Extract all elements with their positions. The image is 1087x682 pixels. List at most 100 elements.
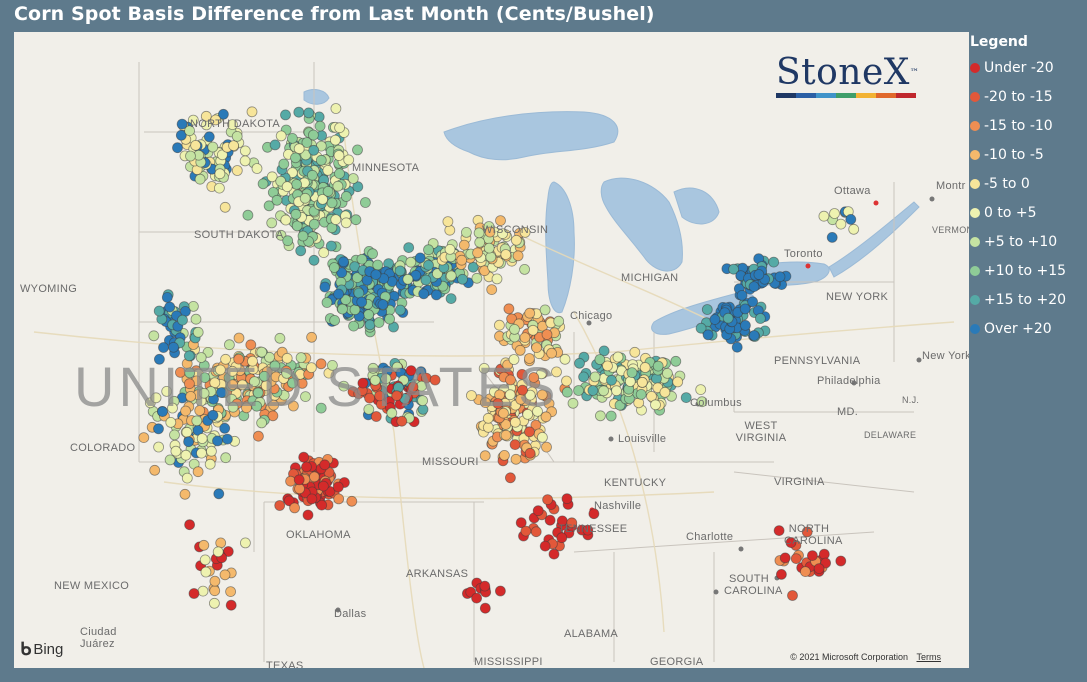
basis-point-marker[interactable] bbox=[183, 436, 195, 448]
basis-point-marker[interactable] bbox=[303, 107, 315, 119]
legend-item[interactable]: +5 to +10 bbox=[970, 227, 1087, 256]
basis-point-marker[interactable] bbox=[332, 180, 344, 192]
basis-point-marker[interactable] bbox=[184, 125, 196, 137]
basis-point-marker[interactable] bbox=[595, 410, 606, 422]
basis-point-marker[interactable] bbox=[181, 472, 193, 484]
basis-point-marker[interactable] bbox=[317, 193, 329, 205]
basis-point-marker[interactable] bbox=[520, 525, 532, 537]
basis-point-marker[interactable] bbox=[333, 150, 345, 161]
legend-item[interactable]: Over +20 bbox=[970, 314, 1087, 343]
basis-point-marker[interactable] bbox=[207, 141, 219, 153]
basis-point-marker[interactable] bbox=[329, 134, 341, 146]
basis-point-marker[interactable] bbox=[321, 297, 333, 308]
basis-point-marker[interactable] bbox=[233, 332, 245, 344]
basis-point-marker[interactable] bbox=[326, 359, 338, 371]
basis-point-marker[interactable] bbox=[471, 272, 483, 284]
basis-point-marker[interactable] bbox=[225, 599, 237, 611]
basis-point-marker[interactable] bbox=[845, 213, 857, 225]
basis-point-marker[interactable] bbox=[639, 362, 651, 373]
basis-point-marker[interactable] bbox=[364, 392, 376, 404]
basis-point-marker[interactable] bbox=[290, 208, 302, 220]
basis-point-marker[interactable] bbox=[629, 346, 641, 358]
basis-point-marker[interactable] bbox=[736, 289, 748, 301]
basis-point-marker[interactable] bbox=[291, 220, 303, 232]
basis-point-marker[interactable] bbox=[606, 374, 617, 386]
basis-point-marker[interactable] bbox=[527, 324, 539, 336]
basis-point-marker[interactable] bbox=[539, 540, 551, 552]
basis-point-marker[interactable] bbox=[753, 269, 765, 280]
basis-point-marker[interactable] bbox=[251, 400, 263, 412]
basis-point-marker[interactable] bbox=[184, 519, 196, 531]
basis-point-marker[interactable] bbox=[208, 597, 220, 609]
basis-point-marker[interactable] bbox=[702, 329, 714, 341]
basis-point-marker[interactable] bbox=[316, 499, 328, 511]
basis-point-marker[interactable] bbox=[695, 322, 707, 334]
basis-point-marker[interactable] bbox=[531, 342, 542, 354]
basis-point-marker[interactable] bbox=[561, 375, 572, 387]
basis-point-marker[interactable] bbox=[149, 464, 161, 476]
basis-point-marker[interactable] bbox=[217, 108, 229, 120]
basis-point-marker[interactable] bbox=[301, 137, 313, 148]
basis-point-marker[interactable] bbox=[500, 429, 512, 441]
basis-point-marker[interactable] bbox=[498, 449, 510, 461]
basis-point-marker[interactable] bbox=[153, 423, 164, 435]
basis-point-marker[interactable] bbox=[652, 360, 664, 372]
basis-point-marker[interactable] bbox=[384, 313, 396, 325]
basis-point-marker[interactable] bbox=[650, 399, 661, 411]
basis-point-marker[interactable] bbox=[430, 289, 442, 301]
basis-point-marker[interactable] bbox=[512, 250, 524, 262]
basis-point-marker[interactable] bbox=[482, 421, 494, 433]
basis-point-marker[interactable] bbox=[414, 252, 426, 264]
basis-point-marker[interactable] bbox=[274, 500, 286, 511]
basis-point-marker[interactable] bbox=[314, 120, 326, 132]
basis-point-marker[interactable] bbox=[325, 240, 337, 252]
basis-point-marker[interactable] bbox=[350, 214, 362, 226]
basis-point-marker[interactable] bbox=[790, 553, 802, 564]
basis-point-marker[interactable] bbox=[353, 287, 365, 299]
basis-point-marker[interactable] bbox=[330, 214, 342, 226]
basis-point-marker[interactable] bbox=[322, 185, 334, 197]
basis-point-marker[interactable] bbox=[394, 304, 406, 316]
basis-point-marker[interactable] bbox=[418, 288, 430, 300]
basis-point-marker[interactable] bbox=[445, 293, 457, 305]
basis-point-marker[interactable] bbox=[662, 367, 673, 379]
basis-point-marker[interactable] bbox=[800, 566, 811, 577]
basis-point-marker[interactable] bbox=[308, 254, 320, 266]
basis-point-marker[interactable] bbox=[332, 481, 344, 493]
basis-point-marker[interactable] bbox=[768, 256, 780, 268]
basis-point-marker[interactable] bbox=[672, 376, 684, 388]
basis-point-marker[interactable] bbox=[519, 263, 531, 275]
basis-point-marker[interactable] bbox=[223, 339, 235, 351]
basis-point-marker[interactable] bbox=[516, 368, 528, 380]
basis-point-marker[interactable] bbox=[307, 129, 319, 141]
basis-point-marker[interactable] bbox=[519, 332, 531, 344]
basis-point-marker[interactable] bbox=[522, 408, 534, 420]
basis-point-marker[interactable] bbox=[340, 191, 352, 202]
basis-point-marker[interactable] bbox=[286, 133, 298, 144]
basis-point-marker[interactable] bbox=[423, 244, 434, 256]
basis-point-marker[interactable] bbox=[219, 422, 231, 434]
basis-point-marker[interactable] bbox=[209, 377, 221, 389]
basis-point-marker[interactable] bbox=[328, 262, 340, 273]
basis-point-marker[interactable] bbox=[776, 569, 787, 580]
basis-point-marker[interactable] bbox=[544, 514, 556, 526]
basis-point-marker[interactable] bbox=[268, 399, 280, 411]
basis-point-marker[interactable] bbox=[249, 376, 260, 388]
basis-point-marker[interactable] bbox=[494, 585, 506, 597]
basis-point-marker[interactable] bbox=[574, 357, 585, 369]
basis-point-marker[interactable] bbox=[183, 378, 195, 390]
basis-point-marker[interactable] bbox=[504, 389, 516, 401]
basis-point-marker[interactable] bbox=[510, 453, 522, 465]
basis-point-marker[interactable] bbox=[348, 320, 360, 332]
basis-point-marker[interactable] bbox=[266, 171, 278, 183]
basis-point-marker[interactable] bbox=[779, 552, 791, 564]
basis-point-marker[interactable] bbox=[626, 367, 638, 379]
basis-point-marker[interactable] bbox=[498, 407, 509, 419]
basis-point-marker[interactable] bbox=[283, 495, 295, 507]
basis-point-marker[interactable] bbox=[302, 509, 314, 521]
basis-point-marker[interactable] bbox=[199, 372, 211, 384]
basis-point-marker[interactable] bbox=[483, 242, 495, 254]
basis-point-marker[interactable] bbox=[239, 537, 251, 549]
basis-point-marker[interactable] bbox=[282, 235, 294, 247]
basis-point-marker[interactable] bbox=[172, 142, 183, 154]
